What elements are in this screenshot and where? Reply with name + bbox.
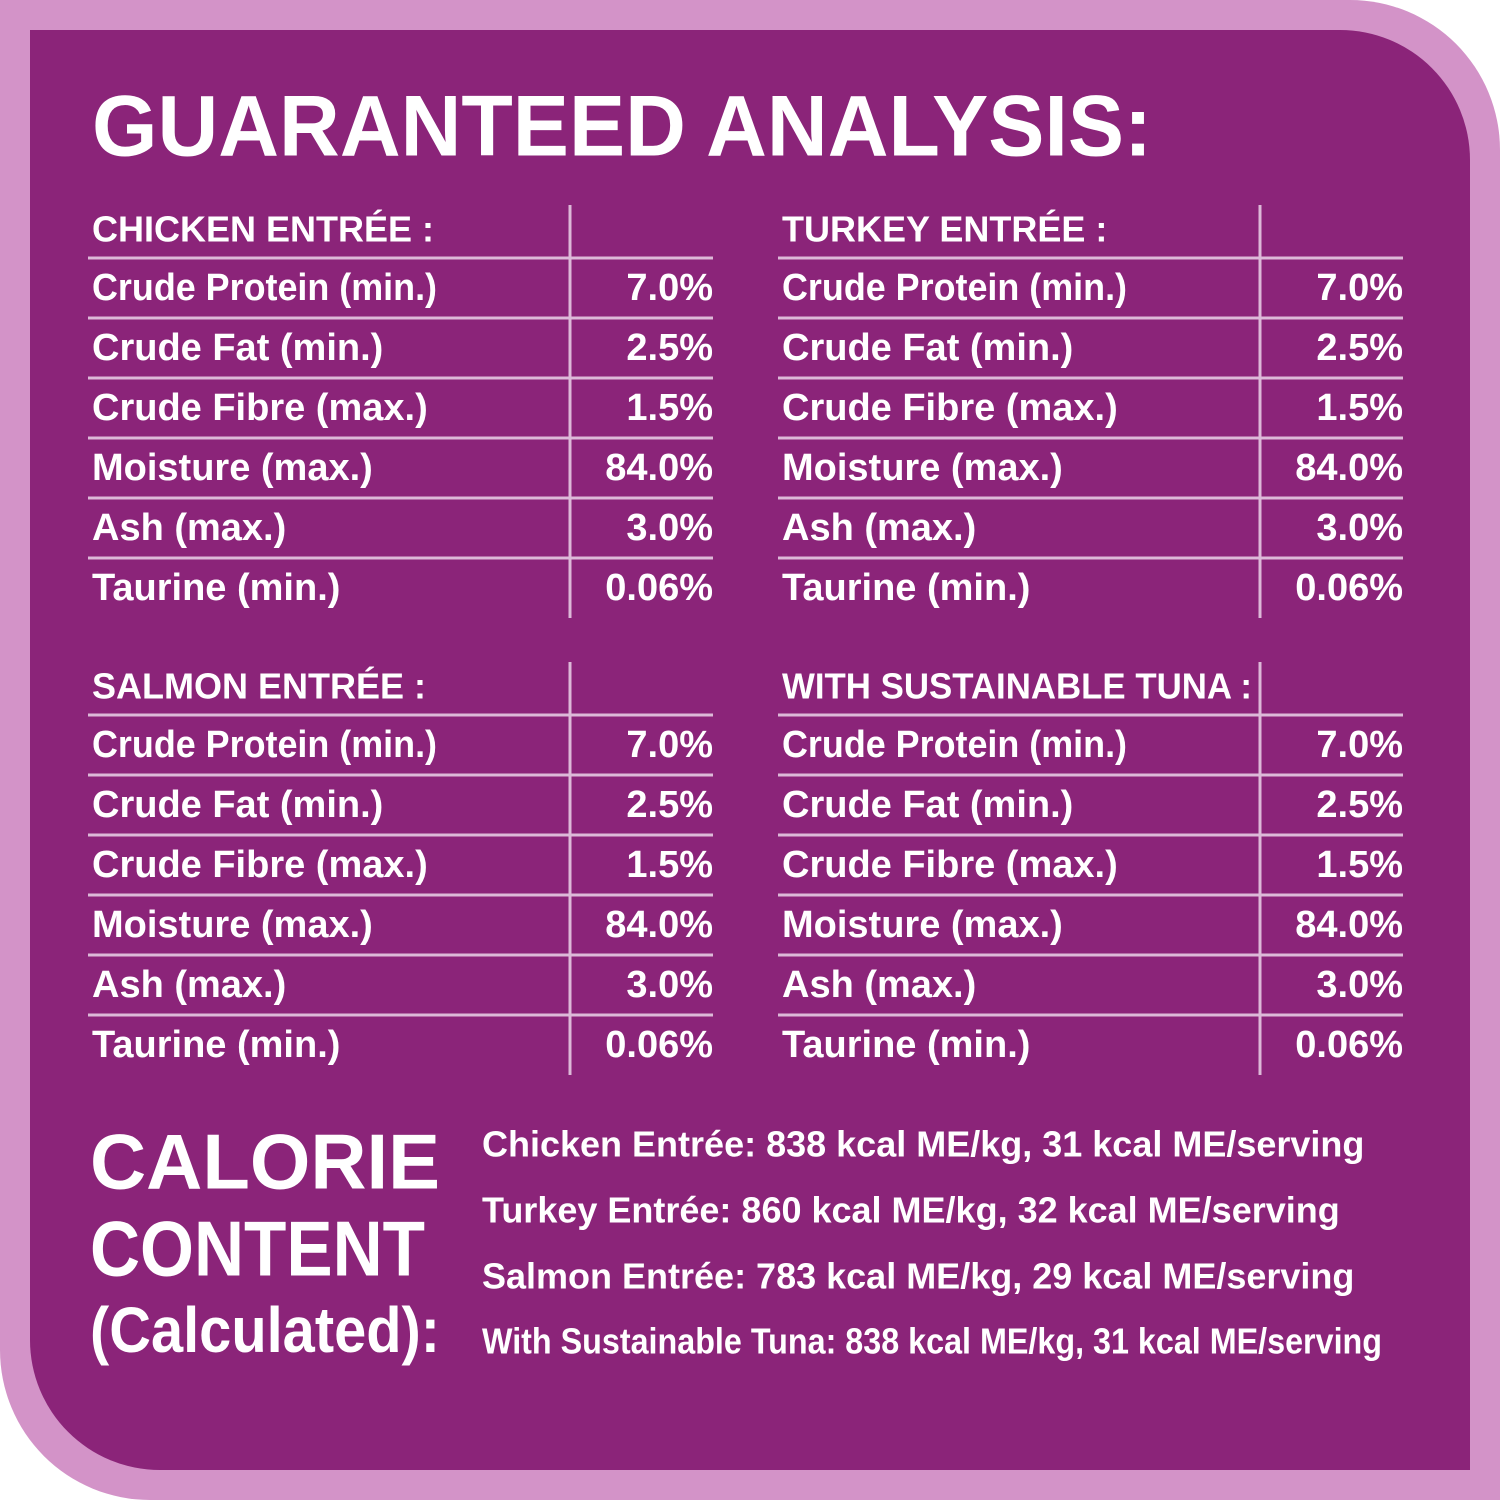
nutrient-label: Moisture (max.) (92, 447, 373, 489)
nutrient-value: 7.0% (1316, 267, 1403, 309)
nutrient-label: Crude Fat (min.) (92, 327, 383, 369)
nutrient-value: 1.5% (1316, 387, 1403, 429)
nutrient-label: Moisture (max.) (782, 904, 1063, 946)
nutrient-label: Crude Fibre (max.) (92, 844, 428, 886)
nutrient-value: 84.0% (1295, 447, 1403, 489)
nutrient-value: 84.0% (605, 904, 713, 946)
nutrient-label: Taurine (min.) (782, 567, 1030, 609)
inner-panel (30, 30, 1470, 1470)
calorie-line: Turkey Entrée: 860 kcal ME/kg, 32 kcal M… (482, 1190, 1340, 1231)
nutrient-value: 3.0% (626, 507, 713, 549)
nutrient-value: 0.06% (605, 1024, 713, 1066)
title: GUARANTEED ANALYSIS: (92, 79, 1152, 175)
nutrient-value: 7.0% (1316, 724, 1403, 766)
nutrient-value: 2.5% (1316, 327, 1403, 369)
nutrient-value: 7.0% (626, 724, 713, 766)
nutrient-label: Moisture (max.) (92, 904, 373, 946)
nutrient-value: 0.06% (1295, 567, 1403, 609)
nutrient-label: Crude Protein (min.) (92, 724, 437, 766)
nutrient-label: Taurine (min.) (782, 1024, 1030, 1066)
nutrient-label: Taurine (min.) (92, 1024, 340, 1066)
table-title: SALMON ENTRÉE : (92, 666, 426, 707)
nutrient-label: Moisture (max.) (782, 447, 1063, 489)
calorie-title: CONTENT (90, 1205, 425, 1293)
nutrient-label: Ash (max.) (782, 964, 976, 1006)
nutrient-label: Taurine (min.) (92, 567, 340, 609)
calorie-title: (Calculated): (90, 1294, 440, 1366)
nutrient-value: 3.0% (626, 964, 713, 1006)
nutrient-label: Crude Protein (min.) (92, 267, 437, 309)
nutrient-value: 2.5% (1316, 784, 1403, 826)
nutrient-value: 3.0% (1316, 964, 1403, 1006)
nutrient-label: Crude Protein (min.) (782, 724, 1127, 766)
nutrient-label: Ash (max.) (92, 507, 286, 549)
table-title: WITH SUSTAINABLE TUNA : (782, 666, 1252, 707)
nutrient-label: Ash (max.) (92, 964, 286, 1006)
nutrient-value: 84.0% (1295, 904, 1403, 946)
calorie-line: Salmon Entrée: 783 kcal ME/kg, 29 kcal M… (482, 1256, 1354, 1297)
nutrient-label: Crude Fat (min.) (782, 327, 1073, 369)
table-title: TURKEY ENTRÉE : (782, 209, 1107, 250)
nutrient-label: Crude Fat (min.) (92, 784, 383, 826)
nutrient-value: 84.0% (605, 447, 713, 489)
calorie-title: CALORIE (90, 1118, 440, 1206)
nutrient-value: 3.0% (1316, 507, 1403, 549)
nutrient-label: Crude Fibre (max.) (92, 387, 428, 429)
calorie-line: Chicken Entrée: 838 kcal ME/kg, 31 kcal … (482, 1124, 1364, 1165)
nutrient-label: Ash (max.) (782, 507, 976, 549)
nutrient-value: 1.5% (626, 387, 713, 429)
nutrient-value: 1.5% (1316, 844, 1403, 886)
nutrient-value: 0.06% (605, 567, 713, 609)
nutrient-label: Crude Fibre (max.) (782, 387, 1118, 429)
nutrient-label: Crude Fat (min.) (782, 784, 1073, 826)
nutrient-label: Crude Fibre (max.) (782, 844, 1118, 886)
nutrient-value: 2.5% (626, 784, 713, 826)
calorie-line: With Sustainable Tuna: 838 kcal ME/kg, 3… (482, 1321, 1382, 1362)
nutrient-value: 2.5% (626, 327, 713, 369)
table-title: CHICKEN ENTRÉE : (92, 209, 434, 250)
nutrient-value: 1.5% (626, 844, 713, 886)
nutrient-label: Crude Protein (min.) (782, 267, 1127, 309)
nutrient-value: 0.06% (1295, 1024, 1403, 1066)
nutrient-value: 7.0% (626, 267, 713, 309)
